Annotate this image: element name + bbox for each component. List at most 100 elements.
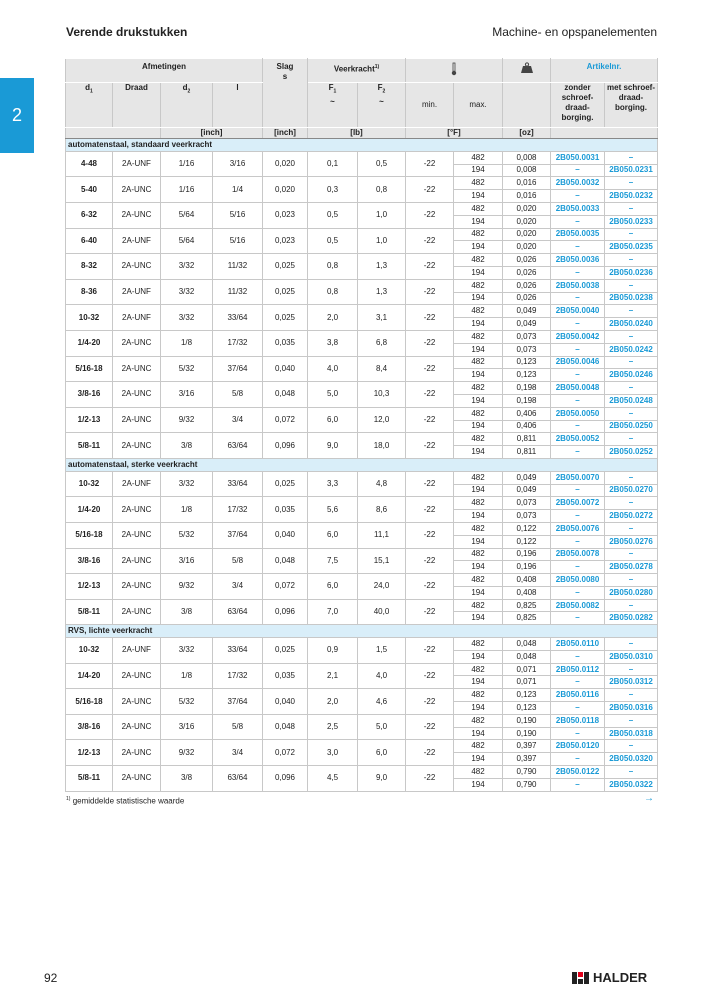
table-cell: 2A-UNC [112, 739, 161, 767]
header-text: met schroef- [607, 83, 656, 93]
table-cell: 482 [453, 688, 503, 703]
header-cell: [oz] [502, 127, 551, 139]
table-row: 10-32 2A-UNF 3/32 33/64 0,025 2,0 3,1 -22 482 0,0… [65, 304, 658, 331]
table-cell: 2A-UNC [112, 496, 161, 523]
table-cell: 0,035 [262, 496, 308, 523]
header-cell: [inch] [160, 127, 263, 139]
table-cell: 2B050.0322 [604, 777, 658, 792]
table-cell: 2A-UNC [112, 253, 161, 280]
table-row: 194 0,408–2B050.0280 [66, 585, 658, 600]
table-cell: 2A-UNF [112, 304, 161, 331]
table-cell: 3/8 [160, 598, 213, 626]
table-cell: 0,073 [502, 496, 551, 511]
table-cell: – [550, 752, 605, 767]
table-cell: 2B050.0070 [550, 470, 605, 485]
header-text: schroef- [561, 93, 594, 102]
table-cell: 194 [453, 649, 503, 664]
table-cell: 0,825 [502, 611, 551, 626]
table-cell: – [604, 432, 658, 447]
table-cell: 0,8 [307, 278, 358, 306]
header-cell [65, 127, 161, 139]
table-cell: 5,0 [357, 713, 406, 741]
table-row: 194 0,790–2B050.0322 [66, 777, 658, 792]
table-cell: 1,3 [357, 278, 406, 306]
table-cell: 194 [453, 317, 503, 331]
table-cell: – [604, 547, 658, 562]
table-cell: – [550, 777, 605, 792]
table-cell: 2A-UNC [112, 662, 161, 690]
table-cell: – [550, 611, 605, 626]
header-sub: 1 [90, 88, 93, 95]
table-cell: 0,020 [262, 150, 308, 178]
table-cell: 0,5 [307, 201, 358, 229]
table-cell: 2B050.0276 [604, 534, 658, 549]
table-cell: -22 [405, 765, 454, 792]
header-cell: d1 [65, 82, 113, 128]
table-cell: 0,123 [502, 355, 551, 370]
table-cell: 0,072 [262, 406, 308, 434]
logo: HALDER [572, 970, 647, 985]
table-cell: -22 [405, 662, 454, 690]
header-text: Slag [276, 62, 294, 71]
table-row: 1/2-13 2A-UNC 9/32 3/4 0,072 3,0 6,0 -22 482 0,39… [65, 739, 658, 767]
header-cell [502, 58, 551, 83]
table-cell: – [550, 368, 605, 383]
header-text: borging. [561, 113, 594, 122]
table-cell: 2B050.0272 [604, 509, 658, 523]
table-cell: 6-32 [65, 201, 113, 229]
section-title: Machine- en opspanelementen [492, 25, 657, 39]
header-text: F [377, 83, 383, 93]
table-cell: – [550, 483, 605, 498]
table-cell: 9,0 [357, 765, 406, 792]
table-cell: 4,8 [357, 470, 406, 498]
product-table: Afmetingen Slag s Veerkracht1) Artikelnr.… [65, 58, 658, 792]
table-cell: 3/32 [160, 470, 213, 498]
table-cell: 0,073 [502, 329, 551, 344]
table-cell: 2A-UNC [112, 573, 161, 600]
table-cell: 2B050.0236 [604, 265, 658, 280]
table-cell: – [604, 637, 658, 651]
table-cell: 194 [453, 752, 503, 767]
table-cell: 37/64 [212, 688, 263, 715]
table-cell: – [550, 291, 605, 306]
table-cell: -22 [405, 381, 454, 408]
table-cell: 194 [453, 393, 503, 408]
table-cell: 1,5 [357, 637, 406, 664]
table-cell: 12,0 [357, 406, 406, 434]
table-cell: 194 [453, 368, 503, 383]
thermometer-icon [451, 62, 457, 76]
table-cell: 5-40 [65, 176, 113, 203]
table-cell: 17/32 [212, 662, 263, 690]
table-cell: 2B050.0231 [604, 163, 658, 178]
table-row: 194 0,198–2B050.0248 [66, 393, 658, 408]
table-cell: 2B050.0312 [604, 675, 658, 690]
table-cell: 3/4 [212, 406, 263, 434]
table-cell: 2B050.0310 [604, 649, 658, 664]
table-cell: 1/8 [160, 329, 213, 357]
table-cell: 0,123 [502, 701, 551, 715]
table-cell: 2B050.0280 [604, 585, 658, 600]
table-cell: 482 [453, 547, 503, 562]
table-cell: 3,1 [357, 304, 406, 331]
table-cell: 2B050.0232 [604, 189, 658, 203]
table-cell: 37/64 [212, 521, 263, 549]
header-cell [405, 58, 503, 83]
table-cell: 194 [453, 701, 503, 715]
table-cell: 9/32 [160, 406, 213, 434]
table-cell: -22 [405, 227, 454, 255]
table-row: 10-32 2A-UNF 3/32 33/64 0,025 3,3 4,8 -22 482 0,0… [65, 470, 658, 498]
table-cell: 0,048 [262, 713, 308, 741]
table-cell: – [550, 163, 605, 178]
table-cell: 194 [453, 342, 503, 357]
table-row: 4-48 2A-UNF 1/16 3/16 0,020 0,1 0,5 -22 482 0,008… [65, 150, 658, 178]
table-cell: – [604, 688, 658, 703]
table-cell: 0,5 [357, 150, 406, 178]
table-cell: 17/32 [212, 496, 263, 523]
table-cell: -22 [405, 150, 454, 178]
table-cell: 482 [453, 573, 503, 587]
table-cell: 2B050.0082 [550, 598, 605, 613]
table-cell: -22 [405, 688, 454, 715]
table-cell: – [550, 393, 605, 408]
header-cell: F2 ~ [357, 82, 406, 128]
table-cell: – [604, 573, 658, 587]
